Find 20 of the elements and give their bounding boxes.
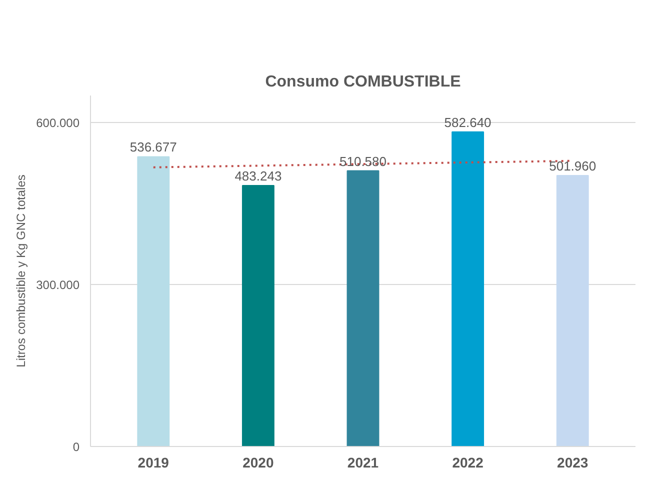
- data-label: 510.580: [340, 154, 387, 169]
- y-tick-label: 300.000: [36, 278, 80, 292]
- x-tick-label: 2023: [557, 454, 588, 470]
- bar: [137, 156, 170, 446]
- x-tick-label: 2021: [347, 454, 379, 470]
- y-axis-title: Litros combustible y Kg GNC totales: [14, 174, 28, 368]
- chart-title: Consumo COMBUSTIBLE: [265, 74, 462, 90]
- y-tick-label: 0: [72, 440, 80, 454]
- y-tick-label: 600.000: [36, 116, 80, 130]
- bar: [346, 170, 380, 446]
- data-label: 501.960: [549, 158, 596, 174]
- bar: [556, 174, 589, 446]
- x-tick-label: 2022: [452, 454, 484, 470]
- x-tick-label: 2020: [242, 454, 274, 470]
- bar: [452, 131, 484, 446]
- data-label: 582.640: [444, 114, 492, 130]
- bar: [242, 185, 274, 446]
- data-label: 483.243: [234, 168, 282, 184]
- data-label: 536.677: [130, 140, 177, 155]
- x-tick-label: 2019: [138, 454, 170, 470]
